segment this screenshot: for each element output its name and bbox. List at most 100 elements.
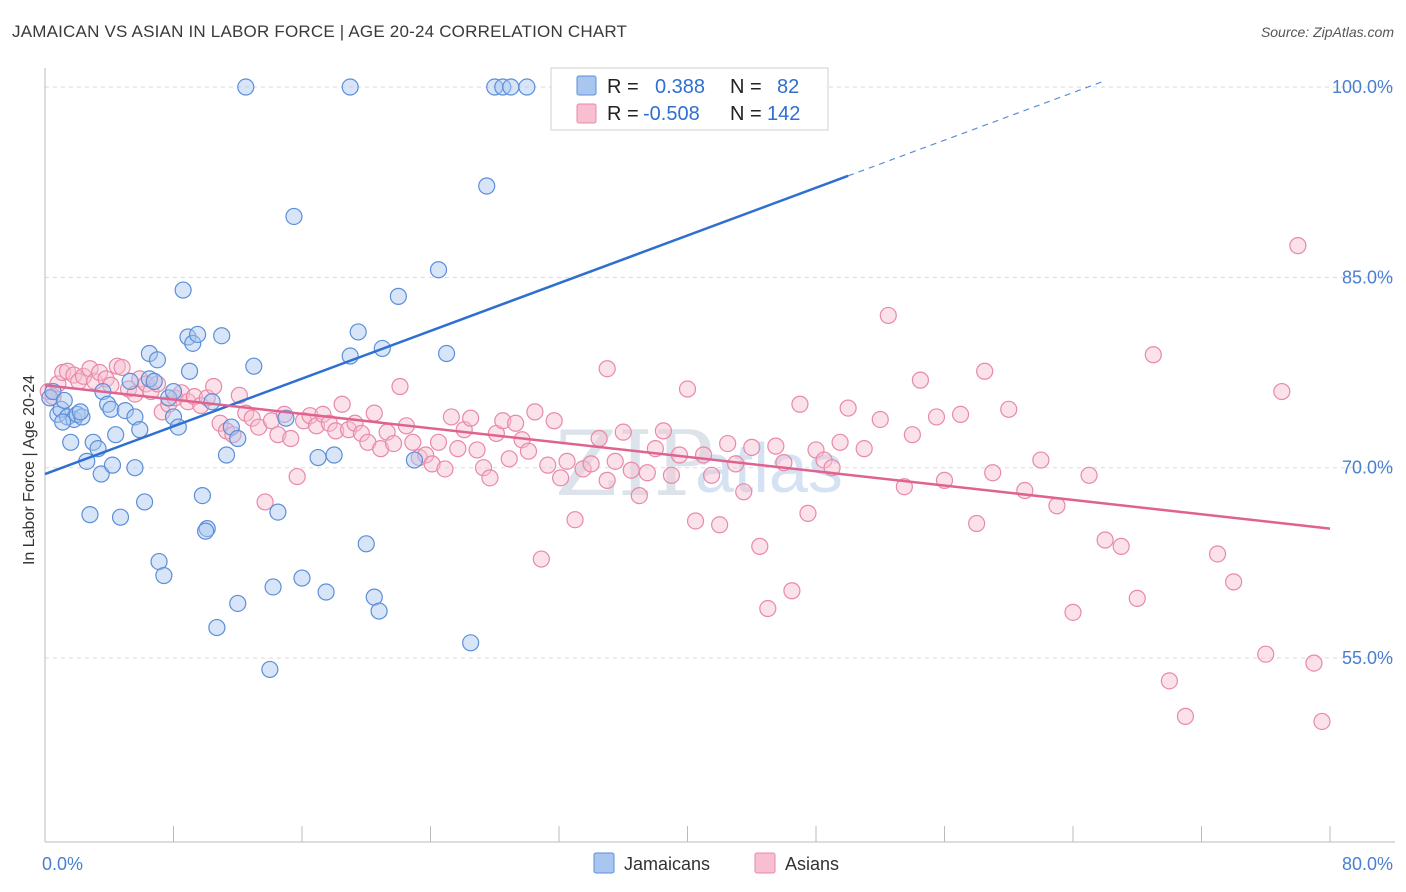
y-axis-label: In Labor Force | Age 20-24 [21,375,38,565]
jamaicans-point-79 [229,429,247,448]
asians-point-133 [1032,451,1050,469]
asians-point-103 [711,516,729,534]
jamaicans-point-48 [277,409,295,427]
series-legend: Jamaicans Asians [593,852,839,874]
asians-point-63 [423,455,441,473]
asians-point-144 [1225,573,1243,591]
jamaicans-point-49 [285,207,303,226]
asians-point-35 [243,409,261,427]
asians-point-151 [976,362,994,380]
asians-point-75 [500,450,518,468]
jamaicans-point-42 [229,594,247,613]
asians-point-142 [1176,707,1195,725]
asians-point-49 [333,395,351,413]
jamaicans-point-63 [437,344,456,363]
jamaicans-point-38 [208,618,226,637]
legend-r-label-1: R = [607,76,639,98]
asians-point-10 [91,363,109,382]
asians-point-66 [442,408,460,426]
jamaicans-trend-extension [847,80,1106,177]
asians-point-121 [871,410,889,429]
asians-point-102 [702,466,721,484]
jamaicans-point-75 [126,459,144,477]
jamaicans-point-8 [68,405,86,423]
jamaicans-points [41,78,536,679]
stats-legend-box [550,67,829,131]
jamaicans-point-45 [261,660,279,679]
asians-point-150 [598,360,616,378]
bottom-legend-asians: Asians [785,854,839,874]
x-tick-label-0: 0.0% [42,854,83,874]
asians-point-69 [462,409,480,427]
asians-point-119 [839,399,857,417]
grid-lines [45,86,1395,659]
jamaicans-point-33 [184,334,202,352]
jamaicans-point-24 [140,370,159,388]
asians-trend-line [44,383,1331,530]
jamaicans-point-50 [293,569,311,587]
jamaicans-point-4 [55,391,73,410]
y-tick-label-0: 100.0% [1332,77,1393,97]
y-tick-label-3: 55.0% [1342,648,1393,668]
asians-point-85 [566,511,584,529]
asians-point-76 [507,414,525,432]
asians-point-108 [751,537,769,555]
jamaicans-point-53 [325,446,343,464]
asians-point-67 [449,440,467,458]
legend-n-value-2: 142 [767,103,800,125]
jamaicans-point-16 [102,400,120,418]
jamaicans-point-74 [103,456,122,474]
legend-swatch-jamaicans [576,75,597,96]
jamaicans-point-36 [198,519,216,538]
asians-point-52 [352,424,371,443]
asians-point-128 [951,405,970,423]
bottom-legend-swatch-jamaicans [593,852,615,874]
jamaicans-point-46 [264,578,282,596]
jamaicans-point-78 [197,522,215,540]
asians-point-74 [494,412,512,430]
asians-point-92 [622,461,640,479]
legend-r-label-2: R = [607,103,639,125]
stats-legend: R = 0.388 N = 82 R = -0.508 N = 142 [550,67,829,131]
asians-point-96 [654,422,673,440]
asians-point-88 [590,429,608,448]
asians-point-126 [927,408,946,426]
asians-point-134 [1048,497,1066,515]
jamaicans-point-29 [164,408,183,426]
asians-point-107 [743,438,761,456]
asians-point-110 [767,437,785,455]
legend-n-label-2: N = [730,103,762,125]
asians-point-124 [903,426,921,444]
asians-point-118 [831,433,849,451]
asians-point-131 [1000,400,1018,418]
asians-point-50 [339,421,358,439]
jamaicans-point-27 [155,566,173,585]
asians-point-137 [1096,531,1114,549]
asians-point-29 [205,377,223,396]
asians-point-136 [1080,466,1098,484]
legend-n-label-1: N = [730,76,762,98]
asians-point-80 [532,550,550,568]
asians-point-91 [614,423,632,441]
asians-point-109 [759,599,777,618]
jamaicans-point-52 [317,583,335,601]
jamaicans-point-20 [121,372,139,391]
asians-point-79 [526,403,544,421]
asians-point-65 [436,460,454,478]
jamaicans-point-43 [237,78,255,96]
x-tick-label-1: 80.0% [1342,854,1393,874]
asians-point-42 [288,467,306,486]
asians-point-48 [327,422,345,440]
jamaicans-point-40 [217,446,236,464]
legend-r-value-2: -0.508 [643,103,700,125]
asians-point-114 [799,504,817,522]
asians-point-58 [391,377,409,396]
legend-swatch-asians [576,103,597,124]
asians-point-97 [662,466,681,484]
legend-n-value-1: 82 [777,76,799,98]
jamaicans-point-56 [357,535,375,553]
jamaicans-point-60 [389,287,407,305]
asians-point-72 [481,469,499,487]
asians-point-145 [1257,645,1275,663]
